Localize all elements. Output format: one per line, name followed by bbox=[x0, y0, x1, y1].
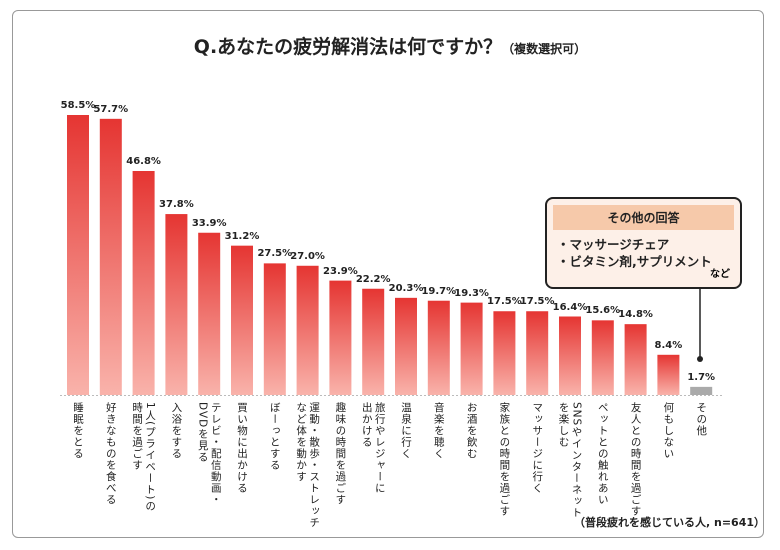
category-label: ペットとの触れあい bbox=[596, 402, 609, 506]
category-label: その他 bbox=[695, 402, 708, 437]
bar bbox=[329, 280, 352, 395]
bar bbox=[296, 265, 319, 395]
bar bbox=[591, 320, 614, 395]
bar bbox=[165, 214, 188, 395]
category-label: 音楽を聴く bbox=[432, 402, 445, 460]
callout-dot bbox=[697, 356, 703, 362]
sample-note: （普段疲れを感じている人, n=641） bbox=[574, 516, 766, 529]
value-label: 8.4% bbox=[654, 339, 683, 351]
value-label: 37.8% bbox=[159, 199, 194, 211]
category-label: 友人との時間を過ごす bbox=[629, 402, 642, 517]
category-label: 旅行やレジャーに 出かける bbox=[360, 402, 386, 494]
value-label: 16.4% bbox=[552, 301, 588, 313]
other-box-header: その他の回答 bbox=[553, 205, 734, 230]
other-item: ・ビタミン剤,サプリメント bbox=[557, 254, 712, 269]
category-label: 睡眠をとる bbox=[72, 402, 84, 460]
value-label: 27.0% bbox=[290, 250, 325, 262]
bar bbox=[263, 263, 286, 395]
value-label: 14.8% bbox=[618, 309, 653, 321]
value-label: 22.2% bbox=[355, 273, 391, 285]
value-label: 23.9% bbox=[323, 265, 358, 277]
category-label: 入浴をする bbox=[170, 402, 183, 460]
value-label: 46.8% bbox=[126, 156, 161, 167]
category-label: 温泉に行く bbox=[400, 402, 412, 460]
bar bbox=[395, 297, 417, 395]
bar bbox=[231, 245, 253, 395]
bar bbox=[493, 311, 516, 395]
category-label: 好きなものを食べる bbox=[104, 402, 117, 506]
value-label: 57.7% bbox=[93, 103, 129, 115]
bar bbox=[559, 316, 581, 395]
chart-title: Q.あなたの疲労解消法は何ですか？（複数選択可） bbox=[0, 32, 780, 59]
category-label: 趣味の時間を過ごす bbox=[334, 402, 347, 506]
category-label: 買い物に出かける bbox=[236, 402, 248, 494]
category-label: 家族との時間を過ごす bbox=[498, 402, 511, 517]
category-label: マッサージに行く bbox=[531, 402, 544, 494]
bar bbox=[427, 300, 450, 395]
value-label: 19.7% bbox=[421, 285, 457, 297]
other-item: ・マッサージチェア bbox=[557, 237, 670, 252]
subtitle-text: （複数選択可） bbox=[502, 42, 587, 56]
value-label: 27.5% bbox=[257, 248, 293, 260]
bar bbox=[67, 115, 89, 395]
bar bbox=[362, 288, 385, 395]
category-label: お酒を飲む bbox=[465, 402, 478, 460]
value-label: 1.7% bbox=[687, 371, 716, 383]
category-label: SNSやインターネット を楽しむ bbox=[557, 402, 583, 519]
bar bbox=[657, 354, 680, 395]
value-label: 33.9% bbox=[191, 217, 227, 229]
bar bbox=[99, 118, 122, 395]
bar bbox=[198, 232, 221, 395]
bar bbox=[132, 171, 155, 395]
title-text: Q.あなたの疲労解消法は何ですか？ bbox=[193, 36, 503, 58]
bar bbox=[690, 386, 713, 395]
category-label: 運動・散歩・ストレッチ など体を動かす bbox=[295, 402, 321, 529]
category-label: ぼーっとする bbox=[268, 402, 281, 471]
bar bbox=[624, 324, 647, 395]
bar bbox=[460, 302, 483, 395]
value-label: 15.6% bbox=[585, 305, 621, 317]
category-label: 何もしない bbox=[662, 402, 675, 460]
category-label: テレビ・配信動画・ DVDを見る bbox=[196, 402, 222, 506]
value-label: 20.3% bbox=[388, 282, 424, 294]
bar bbox=[526, 311, 549, 395]
other-etc: など bbox=[710, 269, 730, 280]
chart-frame bbox=[12, 10, 764, 538]
value-label: 17.5% bbox=[519, 296, 555, 308]
value-label: 19.3% bbox=[454, 287, 489, 299]
value-label: 31.2% bbox=[224, 230, 260, 242]
value-label: 17.5% bbox=[487, 296, 522, 308]
category-label: 1人(プライベート)の 時間を過ごす bbox=[131, 402, 157, 512]
value-label: 58.5% bbox=[60, 100, 96, 111]
other-answers-box: その他の回答 ・マッサージチェア ・ビタミン剤,サプリメント など bbox=[545, 197, 742, 289]
